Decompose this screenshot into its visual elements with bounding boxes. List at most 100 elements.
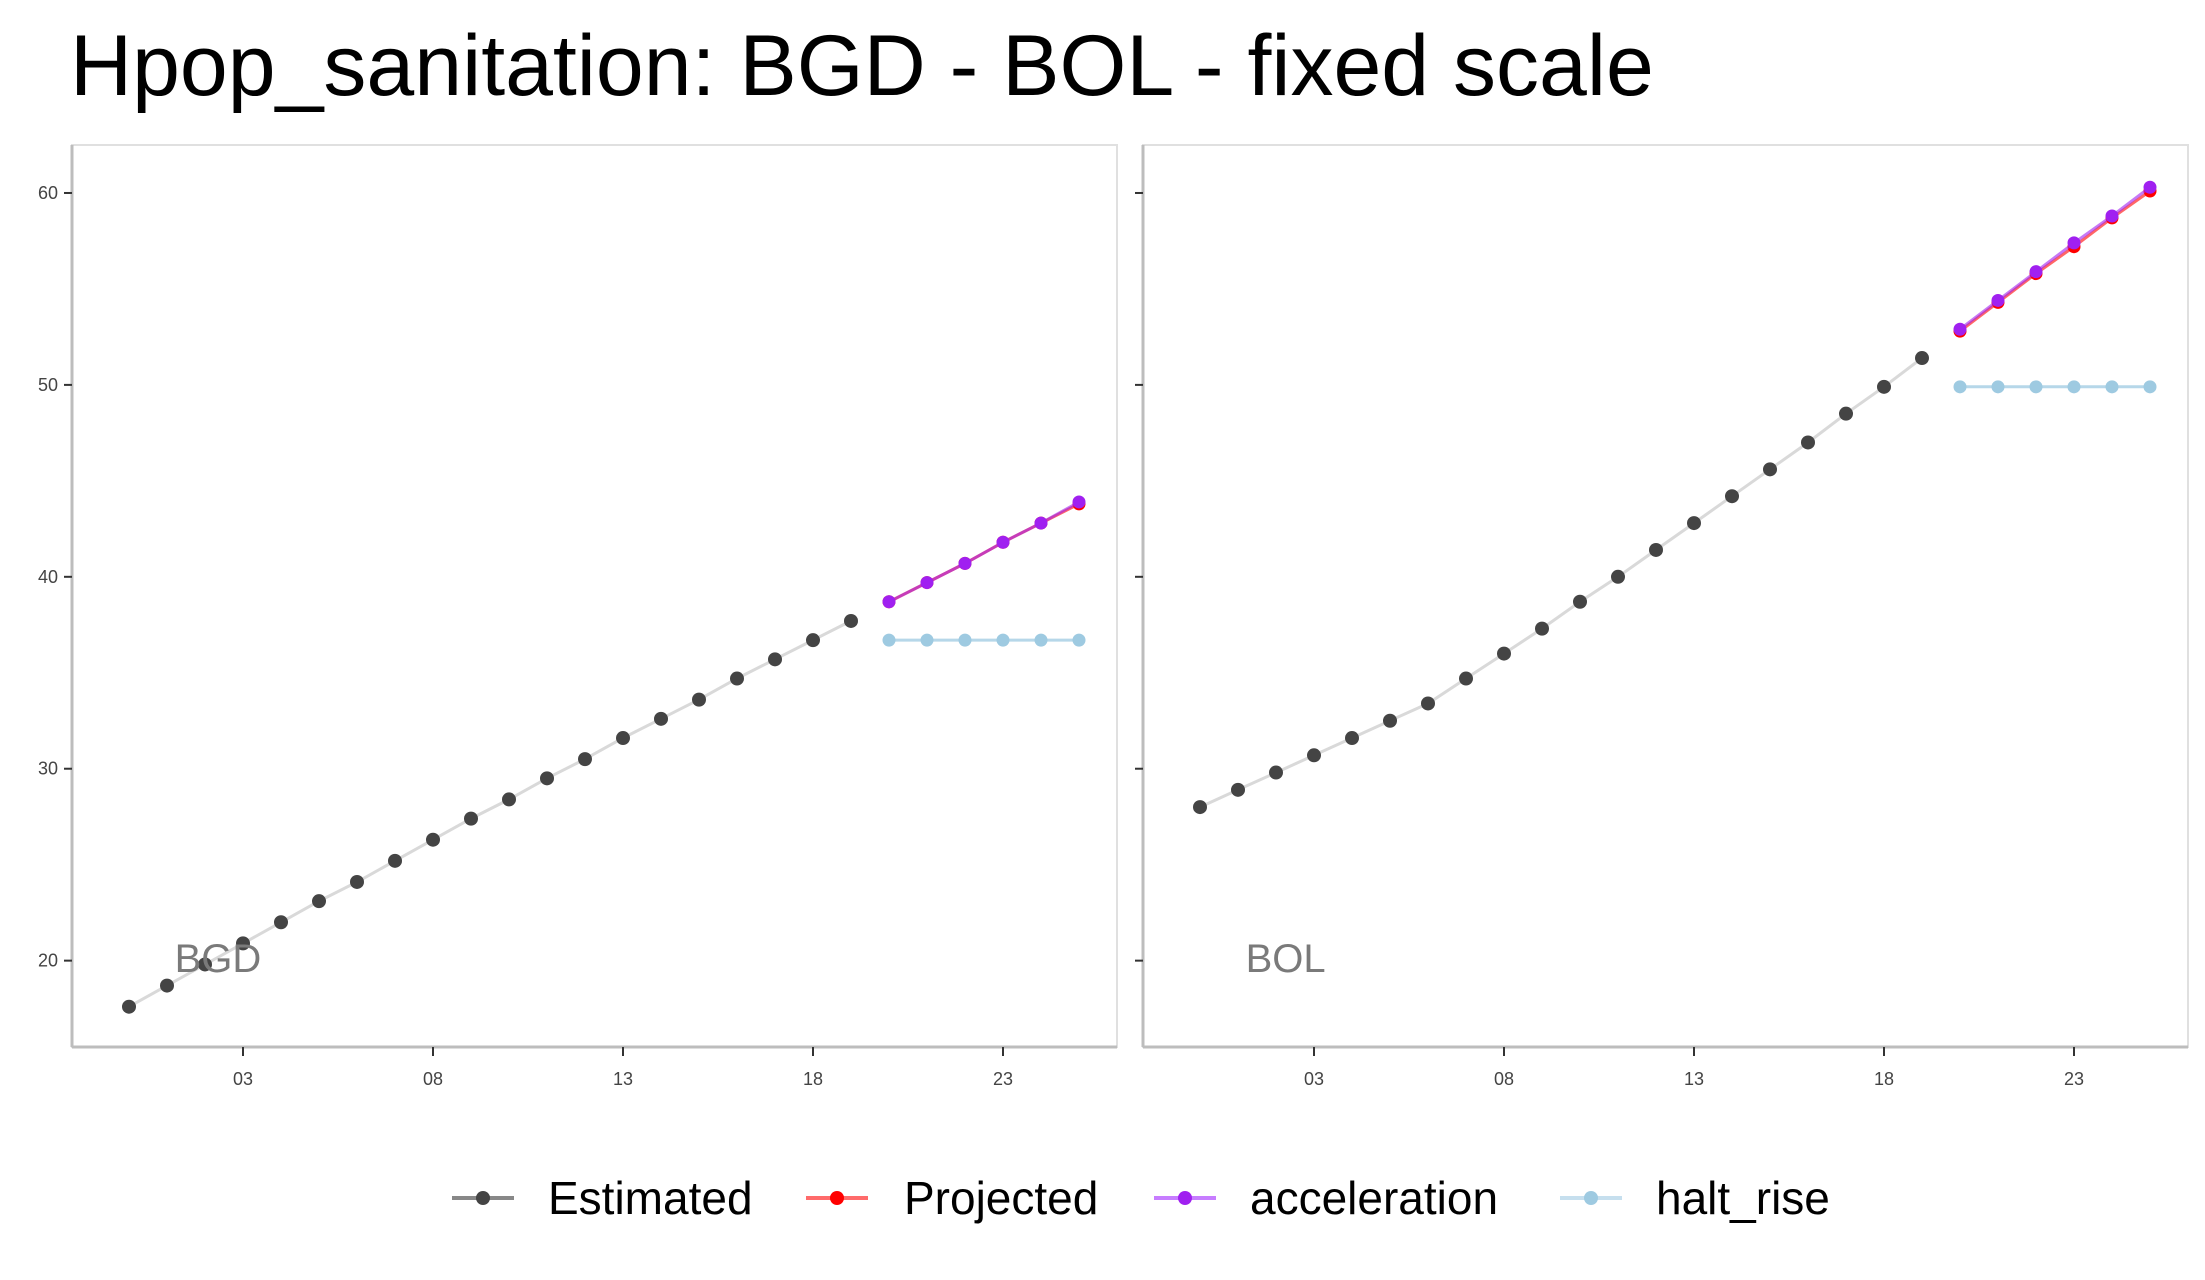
panel-border [71,144,1118,1048]
legend-label: acceleration [1250,1172,1498,1224]
series-estimated-bgd [122,613,858,1014]
series-estimated-bol [1193,351,1929,815]
x-tick-label: 23 [2064,1069,2084,1089]
data-point [616,731,630,746]
data-point [1991,293,2005,307]
series-acceleration-bol [1953,180,2157,336]
data-point [1072,633,1086,647]
data-point [958,633,972,647]
panel-border [1142,144,2189,1048]
data-point [1687,516,1701,531]
x-tick-label: 18 [1874,1069,1894,1089]
legend-label: Estimated [548,1172,753,1224]
series-line [1959,186,2151,331]
series-line [128,619,852,1009]
x-tick-label: 13 [1684,1069,1704,1089]
data-point [920,576,934,590]
legend-item-halt_rise: halt_rise [1560,1172,1830,1224]
data-point [1877,379,1891,394]
data-point [654,711,668,726]
data-point [1383,713,1397,728]
series-projected-bol [1953,184,2157,338]
data-point [1953,380,1967,394]
legend-key-point [1178,1191,1192,1205]
panel-label: BGD [175,937,262,981]
data-point [1193,800,1207,815]
y-tick-label: 20 [38,951,58,971]
data-point [198,957,212,972]
legend: Estimated Projected acceleration halt_rise [452,1172,1830,1224]
legend-label: Projected [904,1172,1098,1224]
data-point [1497,646,1511,661]
data-point [1611,569,1625,584]
data-point [2067,236,2081,250]
panel-bol: 03 08 13 18 23 BOL [1135,144,2189,1089]
data-point [1269,765,1283,780]
data-point [1034,633,1048,647]
data-point [768,652,782,667]
data-point [996,633,1010,647]
x-tick-label: 03 [233,1069,253,1089]
series-halt_rise-bgd [882,633,1086,647]
x-tick-label: 08 [423,1069,443,1089]
data-point [1535,621,1549,636]
data-point [2105,380,2119,394]
y-tick-label: 60 [38,183,58,203]
data-point [1839,406,1853,421]
y-tick-label: 40 [38,567,58,587]
data-point [2143,380,2157,394]
data-point [1231,782,1245,797]
data-point [1801,435,1815,450]
data-point [1345,731,1359,746]
data-point [920,633,934,647]
data-point [2029,380,2043,394]
data-point [1459,671,1473,686]
series-line [1199,356,1923,809]
data-point [312,894,326,909]
data-point [692,692,706,707]
data-point [464,811,478,826]
data-point [1421,696,1435,711]
legend-item-acceleration: acceleration [1154,1172,1498,1224]
data-point [2067,380,2081,394]
data-point [1953,322,1967,336]
data-point [274,915,288,930]
data-point [1573,594,1587,609]
data-point [1915,351,1929,366]
series-acceleration-bgd [882,495,1086,609]
legend-key-point [1584,1191,1598,1205]
data-point [540,771,554,786]
data-point [1307,748,1321,763]
data-point [1649,542,1663,557]
x-tick-label: 18 [803,1069,823,1089]
data-point [388,853,402,868]
y-tick-label: 50 [38,375,58,395]
series-halt_rise-bol [1953,380,2157,394]
panel-label: BOL [1246,937,1326,981]
data-point [1991,380,2005,394]
x-tick-label: 13 [613,1069,633,1089]
data-point [160,978,174,993]
data-point [806,633,820,648]
legend-key-point [830,1191,844,1205]
data-point [2029,265,2043,279]
data-point [122,999,136,1014]
data-point [882,595,896,609]
legend-item-estimated: Estimated [452,1172,753,1224]
data-point [1763,462,1777,477]
series-line [888,500,1080,604]
data-point [2143,180,2157,194]
data-point [1072,495,1086,509]
panel-bgd: 20 30 40 50 60 03 08 13 18 23 BGD [38,144,1118,1089]
x-tick-label: 23 [993,1069,1013,1089]
x-tick-label: 03 [1304,1069,1324,1089]
data-point [958,556,972,570]
legend-label: halt_rise [1656,1172,1830,1224]
data-point [996,535,1010,549]
data-point [1725,489,1739,504]
data-point [236,936,250,951]
y-tick-label: 30 [38,759,58,779]
data-point [844,613,858,628]
